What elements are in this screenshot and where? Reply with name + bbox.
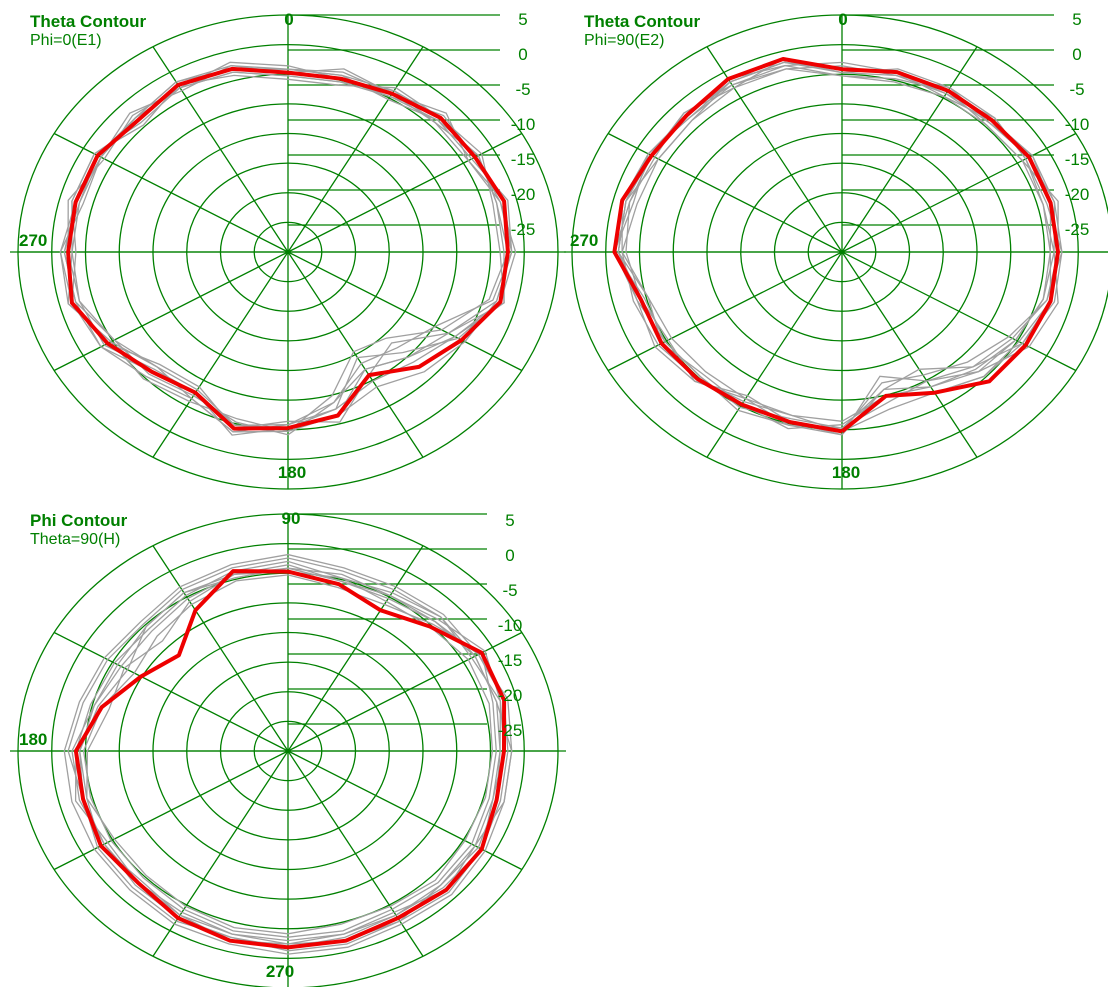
radial-tick-label: -25 bbox=[1065, 220, 1090, 239]
radial-tick-label: 0 bbox=[518, 45, 527, 64]
grid-spoke bbox=[287, 750, 523, 871]
radial-tick-label: -25 bbox=[511, 220, 536, 239]
radial-tick-label: -10 bbox=[1065, 115, 1090, 134]
grid-spoke bbox=[53, 132, 289, 253]
background-traces bbox=[63, 553, 513, 955]
grid-spoke bbox=[287, 46, 424, 253]
angle-label-bottom: 270 bbox=[266, 962, 294, 981]
chart-title: Theta Contour bbox=[584, 12, 701, 31]
radial-tick-label: -25 bbox=[498, 721, 523, 740]
radial-tick-label: 5 bbox=[505, 511, 514, 530]
radial-tick-label: -15 bbox=[498, 651, 523, 670]
grid-spoke bbox=[607, 132, 843, 253]
grid-spoke bbox=[287, 132, 523, 253]
polar-grid bbox=[564, 14, 1108, 490]
angle-label-top: 90 bbox=[282, 509, 301, 528]
radial-tick-label: -15 bbox=[511, 150, 536, 169]
radial-scale: 5 0 -5 -10 -15 -20 -25 bbox=[498, 511, 523, 740]
grid-spoke bbox=[841, 251, 1077, 372]
angle-label-left: 270 bbox=[570, 231, 598, 250]
angle-label-bottom: 180 bbox=[832, 463, 860, 482]
grid-spoke bbox=[287, 251, 424, 458]
grid-spoke bbox=[152, 750, 289, 957]
grid-spoke bbox=[152, 46, 289, 253]
chart-subtitle: Phi=90(E2) bbox=[584, 32, 665, 49]
radial-tick-label: -5 bbox=[515, 80, 530, 99]
angle-label-left: 180 bbox=[19, 730, 47, 749]
polar-chart-theta-e1: Theta Contour Phi=0(E1) 0 270 180 5 0 -5… bbox=[10, 10, 566, 490]
grid-spoke bbox=[841, 132, 1077, 253]
polar-grid bbox=[10, 513, 566, 987]
primary-trace bbox=[73, 569, 507, 950]
radial-tick-label: -5 bbox=[1069, 80, 1084, 99]
grid-spoke bbox=[287, 631, 523, 752]
angle-label-top: 0 bbox=[838, 10, 847, 29]
radial-tick-label: 0 bbox=[1072, 45, 1081, 64]
radial-tick-label: -15 bbox=[1065, 150, 1090, 169]
background-series-line bbox=[67, 61, 517, 436]
grid-spoke bbox=[152, 251, 289, 458]
primary-series-line bbox=[612, 57, 1060, 434]
chart-subtitle: Theta=90(H) bbox=[30, 531, 120, 548]
grid-spoke bbox=[287, 750, 424, 957]
background-series-line bbox=[67, 557, 505, 952]
radial-tick-label: -10 bbox=[498, 616, 523, 635]
primary-trace bbox=[66, 66, 510, 431]
grid-spoke bbox=[53, 631, 289, 752]
background-series-line bbox=[63, 553, 513, 955]
grid-spoke bbox=[706, 46, 843, 253]
background-series-line bbox=[82, 574, 497, 938]
background-series-line bbox=[63, 68, 513, 429]
primary-series-line bbox=[73, 569, 507, 950]
radial-tick-label: 5 bbox=[518, 10, 527, 29]
radial-tick-label: -20 bbox=[1065, 185, 1090, 204]
grid-spoke bbox=[53, 750, 289, 871]
angle-label-bottom: 180 bbox=[278, 463, 306, 482]
radial-scale: 5 0 -5 -10 -15 -20 -25 bbox=[511, 10, 536, 239]
primary-series-line bbox=[66, 66, 510, 431]
grid-spoke bbox=[152, 545, 289, 752]
radial-tick-label: 0 bbox=[505, 546, 514, 565]
grid-spoke bbox=[841, 251, 978, 458]
background-series-line bbox=[71, 71, 509, 433]
grid-spoke bbox=[706, 251, 843, 458]
radial-tick-label: -20 bbox=[511, 185, 536, 204]
chart-title: Theta Contour bbox=[30, 12, 147, 31]
grid-spoke bbox=[287, 545, 424, 752]
radial-scale: 5 0 -5 -10 -15 -20 -25 bbox=[1065, 10, 1090, 239]
angle-label-left: 270 bbox=[19, 231, 47, 250]
grid-spoke bbox=[53, 251, 289, 372]
radial-tick-label: -20 bbox=[498, 686, 523, 705]
polar-chart-phi-h: Phi Contour Theta=90(H) 90 180 270 5 0 -… bbox=[10, 509, 566, 987]
radial-tick-label: -10 bbox=[511, 115, 536, 134]
polar-chart-theta-e2: Theta Contour Phi=90(E2) 0 270 180 5 0 -… bbox=[564, 10, 1108, 490]
background-series-line bbox=[79, 567, 501, 945]
angle-label-top: 0 bbox=[284, 10, 293, 29]
grid-spoke bbox=[841, 46, 978, 253]
polar-grid bbox=[10, 14, 566, 490]
chart-title: Phi Contour bbox=[30, 511, 128, 530]
grid-spoke bbox=[607, 251, 843, 372]
background-series-line bbox=[621, 68, 1051, 422]
radial-tick-label: 5 bbox=[1072, 10, 1081, 29]
background-series-line bbox=[613, 61, 1063, 429]
primary-trace bbox=[612, 57, 1060, 434]
background-series-line bbox=[625, 58, 1059, 436]
background-series-line bbox=[86, 570, 494, 935]
chart-subtitle: Phi=0(E1) bbox=[30, 32, 102, 49]
grid-spoke bbox=[287, 251, 523, 372]
radial-tick-label: -5 bbox=[502, 581, 517, 600]
